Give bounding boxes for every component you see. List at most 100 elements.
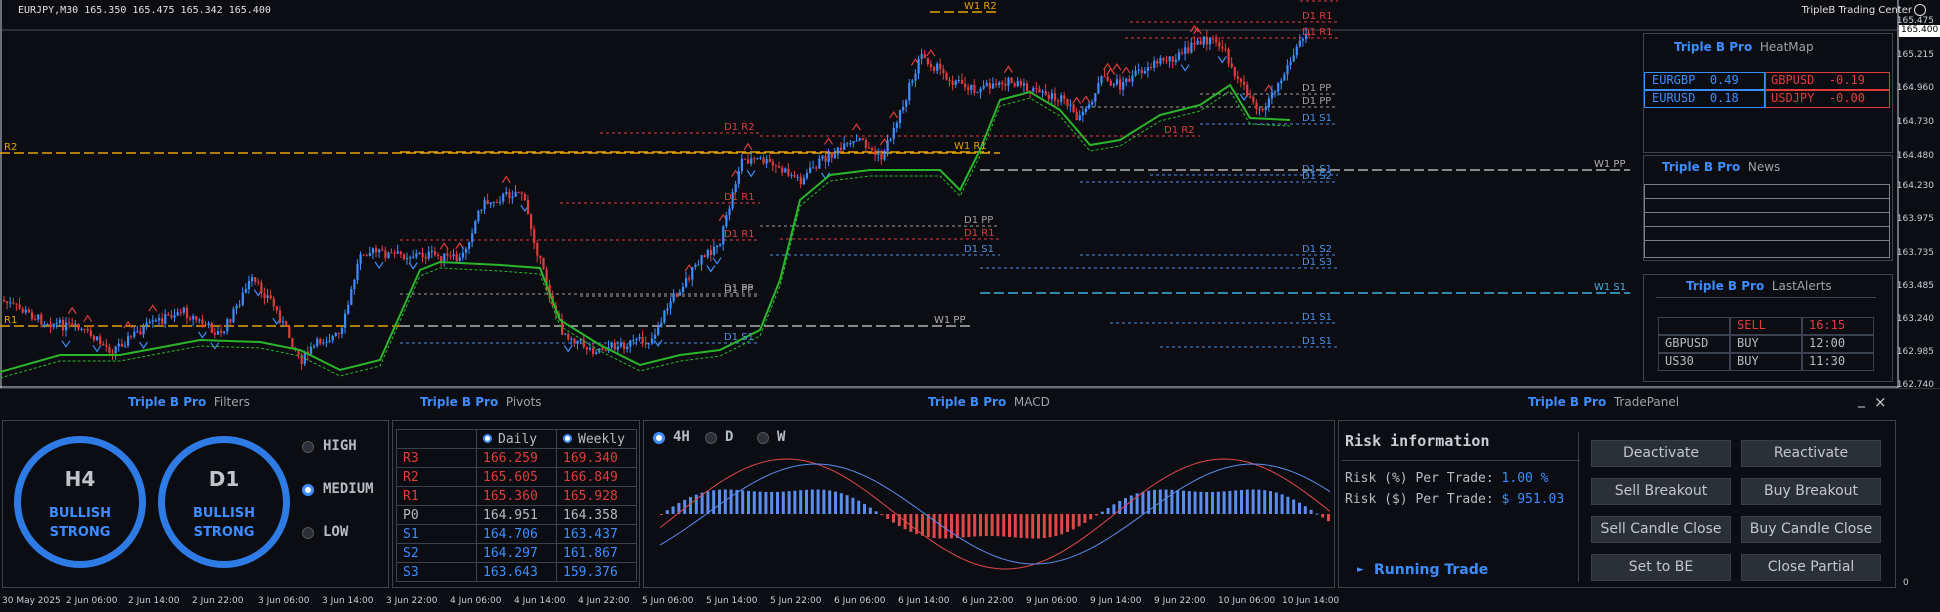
candle-body [340,327,344,334]
candle-body [371,248,375,254]
candle-body [1066,98,1069,106]
candle-body [399,251,402,255]
macd-bar [793,490,797,514]
trade-button[interactable]: Deactivate [1591,440,1731,467]
candle-body [619,342,623,347]
macd-bar [1089,514,1093,520]
trade-button[interactable]: Close Partial [1741,554,1881,581]
candle-body [867,147,871,149]
filters-title: Triple B Pro Filters [128,395,250,409]
candle-body [511,196,514,199]
candle-body [678,291,681,296]
macd-bar [1216,491,1220,514]
candle-body [297,349,300,355]
minimize-button[interactable]: _ [1858,392,1865,408]
candle-body [480,209,483,211]
candle-body [898,110,902,124]
macd-bar [1327,514,1330,522]
trade-button[interactable]: Sell Breakout [1591,478,1731,505]
pivot-name: S3 [396,562,477,582]
radio-high[interactable] [302,441,314,453]
candle-body [12,302,15,304]
candle-body [1075,112,1078,121]
trade-button[interactable]: Sell Candle Close [1591,516,1731,543]
signal-arrow [1103,62,1113,71]
candle-body [474,221,477,234]
pivot-level-label: D1 S1 [724,332,754,343]
macd-bar [857,500,861,514]
candle-body [1196,40,1199,45]
trade-button[interactable]: Buy Breakout [1741,478,1881,505]
candle-body [415,253,418,257]
pivot-level-label: W1 PP [1594,159,1626,170]
macd-bar [845,495,849,514]
candle-body [759,157,762,159]
candle-body [818,158,821,169]
macd-bar [729,489,733,514]
candle-body [579,339,582,341]
candle-body [446,253,449,256]
candle-body [365,255,368,257]
price-tick: 163.735 [1896,248,1934,258]
signal-arrow [148,304,158,312]
caret-right-icon[interactable]: ► [1357,565,1364,575]
candle-body [384,250,387,259]
candle-body [458,257,461,262]
candle-body [1171,56,1174,62]
macd-bar [1060,514,1064,535]
candle-body [991,83,995,89]
daily-radio[interactable] [483,433,492,443]
macd-bar [1077,514,1081,527]
candle-body [1146,67,1150,71]
signal-arrow [1106,67,1116,76]
trade-button[interactable]: Set to BE [1591,554,1731,581]
candle-body [871,147,874,150]
macd-bar [1054,514,1058,536]
running-trade-toggle[interactable]: Running Trade [1374,562,1489,578]
trade-button[interactable]: Reactivate [1741,440,1881,467]
candle-body [207,323,210,326]
h4-state-2: STRONG [49,525,111,540]
candle-body [703,255,706,258]
signal-arrow [1081,95,1091,103]
pivot-weekly: 163.437 [556,524,637,544]
candle-body [809,167,812,173]
news-list[interactable] [1644,184,1890,258]
candle-body [1035,88,1038,90]
macd-tf-radio[interactable] [757,432,769,444]
macd-tf-radio[interactable] [705,432,717,444]
candle-body [939,63,942,70]
trade-button[interactable]: Buy Candle Close [1741,516,1881,543]
candle-body [706,250,709,258]
radio-low[interactable] [302,527,314,539]
candle-body [967,87,970,90]
macd-tf-radio[interactable] [653,432,665,444]
candle-body [1122,81,1125,90]
macd-bar [1002,514,1006,537]
candle-body [285,321,288,327]
candle-body [455,254,458,262]
candle-body [753,158,756,160]
candle-body [251,277,254,282]
candle-body [1001,82,1004,84]
macd-bar [950,514,953,539]
candle-body [1190,42,1193,53]
macd-bar [909,514,913,532]
close-button[interactable]: × [1874,393,1887,411]
weekly-radio[interactable] [563,433,572,443]
candle-body [1193,42,1196,45]
time-tick: 2 Jun 14:00 [128,596,180,606]
candle-body [477,210,480,222]
candle-body [353,280,356,290]
candle-body [771,161,774,166]
macd-bar [1153,489,1156,514]
radio-medium[interactable] [302,484,314,496]
macd-bar [834,491,837,514]
price-chart[interactable] [0,0,1900,388]
candle-body [449,255,452,257]
signal-arrow [706,265,716,273]
pivot-level-label: D1 PP [724,283,754,294]
candle-body [1289,61,1292,66]
pivot-name: P0 [396,505,477,525]
candle-body [852,141,855,144]
